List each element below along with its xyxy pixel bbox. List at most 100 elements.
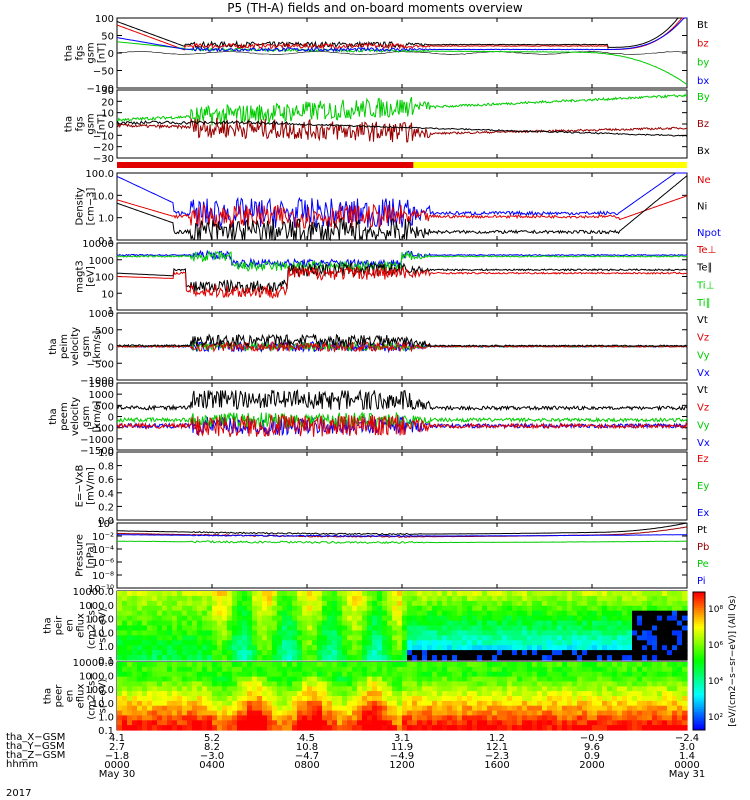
spectrogram-cell [562,600,568,607]
spectrogram-cell [292,666,298,673]
spectrogram-cell [432,605,438,612]
spectrogram-cell [327,696,333,702]
ephemeris-value: 5.2 [204,733,220,744]
spectrogram-cell [407,715,413,721]
spectrogram-cell [522,655,528,661]
spectrogram-cell [182,605,188,612]
spectrogram-cell [487,600,493,607]
spectrogram-cell [392,655,398,661]
spectrogram-cell [117,655,123,661]
spectrogram-cell [342,630,348,636]
spectrogram-cell [512,666,518,673]
spectrogram-cell [197,650,203,656]
spectrogram-cell [637,710,643,717]
spectrogram-cell [332,591,338,597]
spectrogram-cell [337,645,343,651]
spectrogram-cell [272,620,278,627]
spectrogram-cell [442,640,448,646]
spectrogram-cell [567,630,573,636]
spectrogram-cell [582,600,588,607]
y-tick-label: 1000.0 [79,601,114,612]
spectrogram-cell [442,676,448,683]
spectrogram-cell [402,635,408,641]
spectrogram-cell [237,700,243,707]
spectrogram-cell [257,625,263,631]
spectrogram-cell [277,630,283,636]
y-tick-label: 1.0 [98,214,114,225]
spectrogram-cell [412,666,418,673]
spectrogram-cell [587,605,593,612]
spectrogram-cell [417,720,423,726]
spectrogram-cell [472,640,478,646]
spectrogram-cell [577,691,583,697]
spectrogram-cell [547,591,553,597]
series-te-perp [117,265,687,300]
spectrogram-cell [277,655,283,661]
spectrogram-cell [612,635,618,641]
spectrogram-cell [172,720,178,726]
spectrogram-cell [172,710,178,717]
spectrogram-cell [502,715,508,721]
spectrogram-cell [292,650,298,656]
spectrogram-cell [497,696,503,702]
spectrogram-cell [487,705,493,712]
spectrogram-cell [282,691,288,697]
spectrogram-cell [202,700,208,707]
spectrogram-cell [662,671,668,678]
spectrogram-cell [307,725,313,731]
spectrogram-cell [197,655,203,661]
spectrogram-cell [347,710,353,717]
spectrogram-cell [317,676,323,683]
spectrogram-cell [162,625,168,631]
spectrogram-cell [582,615,588,622]
spectrogram-cell [192,686,198,692]
spectrogram-cell [252,615,258,622]
spectrogram-cell [362,671,368,678]
colorbar-step [693,670,705,673]
spectrogram-cell [467,635,473,641]
spectrogram-cell [442,650,448,656]
spectrogram-cell [267,671,273,678]
spectrogram-cell [377,671,383,678]
spectrogram-cell [587,635,593,641]
spectrogram-cell [122,625,128,631]
ephemeris-value: 0000 [674,760,699,771]
spectrogram-cell [627,655,633,661]
spectrogram-cell [167,615,173,622]
spectrogram-cell [447,635,453,641]
spectrogram-cell [377,720,383,726]
spectrogram-cell [642,635,648,641]
spectrogram-cell [282,600,288,607]
spectrogram-cell [607,635,613,641]
spectrogram-cell [492,655,498,661]
y-tick-label: 10⁻⁴ [92,545,114,556]
spectrogram-cell [512,671,518,678]
spectrogram-cell [472,720,478,726]
spectrogram-cell [287,630,293,636]
spectrogram-cell [207,696,213,702]
spectrogram-cell [187,715,193,721]
spectrogram-cell [597,725,603,731]
spectrogram-cell [482,691,488,697]
spectrogram-cell [172,705,178,712]
spectrogram-cell [182,600,188,607]
spectrogram-cell [237,696,243,702]
spectrogram-cell [452,625,458,631]
spectrogram-cell [272,591,278,597]
spectrogram-cell [677,650,683,656]
spectrogram-cell [657,625,663,631]
spectrogram-cell [672,710,678,717]
spectrogram-cell [382,625,388,631]
spectrogram-cell [562,640,568,646]
spectrogram-cell [162,700,168,707]
spectrogram-cell [382,605,388,612]
spectrogram-cell [162,640,168,646]
spectrogram-cell [207,710,213,717]
spectrogram-cell [117,705,123,712]
spectrogram-cell [652,630,658,636]
spectrogram-cell [322,595,328,602]
y-axis-label-line: E=−VxB [75,465,86,508]
spectrogram-cell [187,676,193,683]
spectrogram-cell [312,671,318,678]
legend-entry: Ti⊥ [696,280,714,291]
